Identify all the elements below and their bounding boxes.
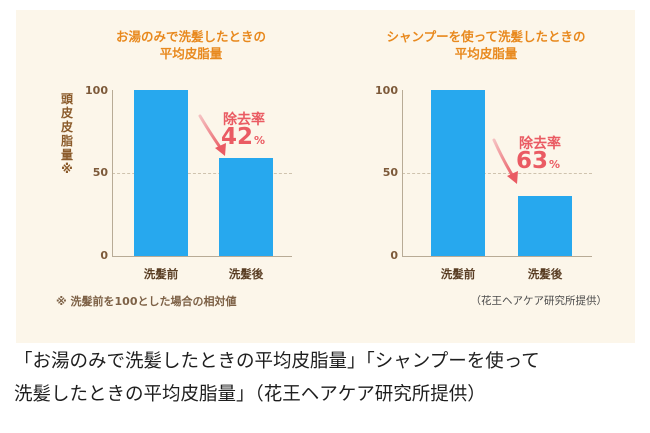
x-category-before: 洗髪前 xyxy=(143,267,179,281)
removal-rate-value: 63% xyxy=(516,148,560,174)
y-tick-label-0: 0 xyxy=(100,249,108,262)
chart-hot-water-only: お湯のみで洗髪したときの 平均皮脂量 頭皮皮脂量※ 100 50 0 洗髪前 洗… xyxy=(16,10,306,343)
caption-line-2: 洗髪したときの平均皮脂量」（花王ヘアケア研究所提供） xyxy=(14,384,486,405)
figure-caption: 「お湯のみで洗髪したときの平均皮脂量」「シャンプーを使って 洗髪したときの平均皮… xyxy=(14,345,638,411)
decrease-arrow-icon xyxy=(198,114,226,156)
chart-title: シャンプーを使って洗髪したときの 平均皮脂量 xyxy=(371,28,601,62)
y-tick-label-50: 50 xyxy=(92,166,108,179)
figure-panel: お湯のみで洗髪したときの 平均皮脂量 頭皮皮脂量※ 100 50 0 洗髪前 洗… xyxy=(16,10,635,343)
bar-before-wash xyxy=(431,90,485,256)
chart-title: お湯のみで洗髪したときの 平均皮脂量 xyxy=(86,28,296,62)
y-tick-label-100: 100 xyxy=(85,84,108,97)
gridline-50 xyxy=(402,173,592,174)
bar-before-wash xyxy=(134,90,188,256)
chart-with-shampoo: シャンプーを使って洗髪したときの 平均皮脂量 100 50 0 洗髪前 洗髪後 … xyxy=(316,10,606,343)
credit-text: （花王ヘアケア研究所提供） xyxy=(470,295,608,307)
y-axis-line xyxy=(112,90,113,256)
x-axis-line xyxy=(402,256,592,257)
y-tick-label-100: 100 xyxy=(375,84,398,97)
x-category-before: 洗髪前 xyxy=(440,267,476,281)
removal-rate-value: 42% xyxy=(221,124,265,150)
x-category-after: 洗髪後 xyxy=(228,267,264,281)
y-axis-label-text: 頭皮皮脂量※ xyxy=(60,92,73,176)
removal-rate-label: 除去率 xyxy=(223,112,265,128)
y-tick-label-50: 50 xyxy=(382,166,398,179)
y-axis-line xyxy=(402,90,403,256)
caption-line-1: 「お湯のみで洗髪したときの平均皮脂量」「シャンプーを使って xyxy=(14,351,540,372)
chart-title-line-2: 平均皮脂量 xyxy=(454,46,518,61)
footnote: ※ 洗髪前を100とした場合の相対値 xyxy=(56,295,237,308)
removal-rate-number: 63 xyxy=(516,148,549,174)
y-tick-label-0: 0 xyxy=(390,249,398,262)
removal-rate-unit: % xyxy=(254,134,266,147)
removal-rate-unit: % xyxy=(549,158,561,171)
removal-rate-label: 除去率 xyxy=(519,136,561,152)
gridline-50 xyxy=(112,173,292,174)
x-category-after: 洗髪後 xyxy=(527,267,563,281)
x-axis-line xyxy=(112,256,292,257)
decrease-arrow-icon xyxy=(492,138,518,184)
bar-after-wash xyxy=(518,196,572,256)
y-axis-label: 頭皮皮脂量※ xyxy=(60,92,74,176)
bar-after-wash xyxy=(219,158,273,256)
chart-title-line-2: 平均皮脂量 xyxy=(159,46,223,61)
chart-title-line-1: シャンプーを使って洗髪したときの xyxy=(386,29,586,44)
chart-title-line-1: お湯のみで洗髪したときの xyxy=(115,29,266,44)
removal-rate-number: 42 xyxy=(221,124,254,150)
